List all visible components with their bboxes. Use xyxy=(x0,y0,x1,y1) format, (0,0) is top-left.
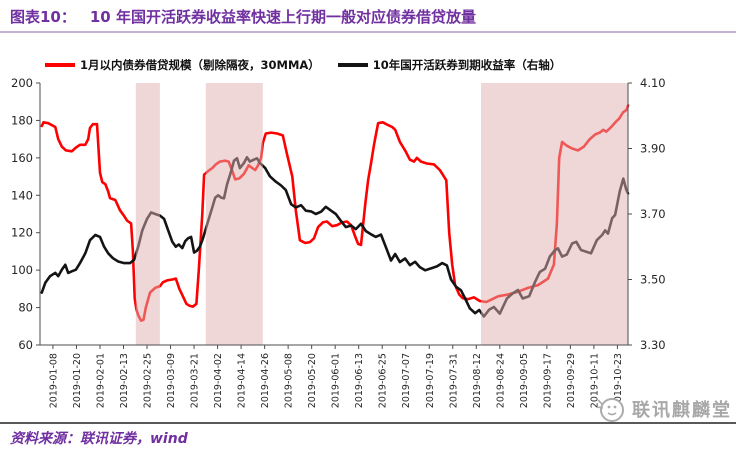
legend-item-yield: 10年国开活跃券到期收益率（右轴） xyxy=(337,57,562,73)
x-axis-tick-label: 2019-05-08 xyxy=(284,353,295,408)
brand-watermark: 联讯麒麟堂 xyxy=(596,394,732,424)
figure-title-text: 10 年国开活跃券收益率快速上行期一般对应债券借贷放量 xyxy=(89,8,476,26)
x-axis-tick-label: 2019-04-02 xyxy=(213,353,224,408)
x-axis-tick-label: 2019-07-31 xyxy=(448,353,459,408)
figure-number-label: 图表10： xyxy=(10,8,76,26)
highlight-band xyxy=(481,83,628,345)
legend-label-yield: 10年国开活跃券到期收益率（右轴） xyxy=(372,58,562,72)
x-axis-tick-label: 2019-08-24 xyxy=(495,353,506,408)
line-chart-plot: 200 180 160 140 120 100 80 60 4.10 3.90 3.70 3.50 3.… xyxy=(11,76,666,408)
x-axis-tick-label: 2019-08-12 xyxy=(472,353,483,408)
x-axis-tick-label: 2019-09-17 xyxy=(542,353,553,408)
footer-divider xyxy=(0,422,736,424)
left-axis-tick-label: 80 xyxy=(18,301,33,315)
left-axis-tick-label: 200 xyxy=(11,76,33,90)
x-axis-tick-label: 2019-10-23 xyxy=(613,353,624,408)
left-axis-tick-label: 120 xyxy=(11,226,33,240)
x-axis-tick-label: 2019-06-01 xyxy=(331,353,342,408)
black-line-swatch-icon xyxy=(337,63,368,67)
right-axis-tick-label: 3.70 xyxy=(640,207,666,221)
highlight-band xyxy=(205,83,263,345)
right-axis-tick-label: 4.10 xyxy=(640,76,666,90)
title-divider xyxy=(0,31,736,33)
left-axis-tick-label: 140 xyxy=(11,188,33,202)
legend-item-borrowing: 1月以内债券借贷规模（剔除隔夜，30MMA） xyxy=(45,57,320,73)
x-axis-tick-label: 2019-06-25 xyxy=(378,353,389,408)
x-axis-tick-label: 2019-03-21 xyxy=(190,353,201,408)
x-axis-tick-label: 2019-09-05 xyxy=(519,353,530,408)
x-axis-tick-label: 2019-05-20 xyxy=(307,353,318,408)
x-axis-tick-label: 2019-06-13 xyxy=(354,353,365,408)
legend-label-borrowing: 1月以内债券借贷规模（剔除隔夜，30MMA） xyxy=(80,58,320,72)
left-axis-tick-label: 60 xyxy=(18,338,33,352)
x-axis-tick-label: 2019-01-20 xyxy=(72,353,83,408)
left-axis-tick-label: 180 xyxy=(11,113,33,127)
x-axis-tick-label: 2019-02-25 xyxy=(143,353,154,408)
x-axis-tick-label: 2019-09-29 xyxy=(566,353,577,408)
qilin-logo-icon xyxy=(596,398,624,422)
x-axis-tick-label: 2019-02-01 xyxy=(95,353,106,408)
x-axis-tick-label: 2019-10-11 xyxy=(589,353,600,408)
brand-name-text: 联讯麒麟堂 xyxy=(632,400,732,421)
right-axis-tick-label: 3.50 xyxy=(640,273,666,287)
data-source-note: 资料来源：联讯证券，wind xyxy=(10,431,188,447)
right-axis-tick-label: 3.90 xyxy=(640,142,666,156)
x-axis-tick-label: 2019-07-07 xyxy=(401,353,412,408)
left-axis-tick-label: 100 xyxy=(11,263,33,277)
x-axis-tick-label: 2019-07-19 xyxy=(425,353,436,408)
chart-legend: 1月以内债券借贷规模（剔除隔夜，30MMA） 10年国开活跃券到期收益率（右轴） xyxy=(45,57,561,73)
chart-title: 图表10： 10 年国开活跃券收益率快速上行期一般对应债券借贷放量 xyxy=(10,6,730,27)
right-axis-tick-label: 3.30 xyxy=(640,338,666,352)
red-line-swatch-icon xyxy=(45,63,75,67)
x-axis-tick-label: 2019-04-14 xyxy=(237,353,248,408)
highlight-band xyxy=(135,83,160,345)
x-axis-tick-label: 2019-01-08 xyxy=(48,353,59,408)
left-axis-tick-label: 160 xyxy=(11,151,33,165)
x-axis-tick-label: 2019-03-09 xyxy=(166,353,177,408)
x-axis-tick-label: 2019-02-13 xyxy=(119,353,130,408)
x-axis-tick-label: 2019-04-26 xyxy=(260,353,271,408)
